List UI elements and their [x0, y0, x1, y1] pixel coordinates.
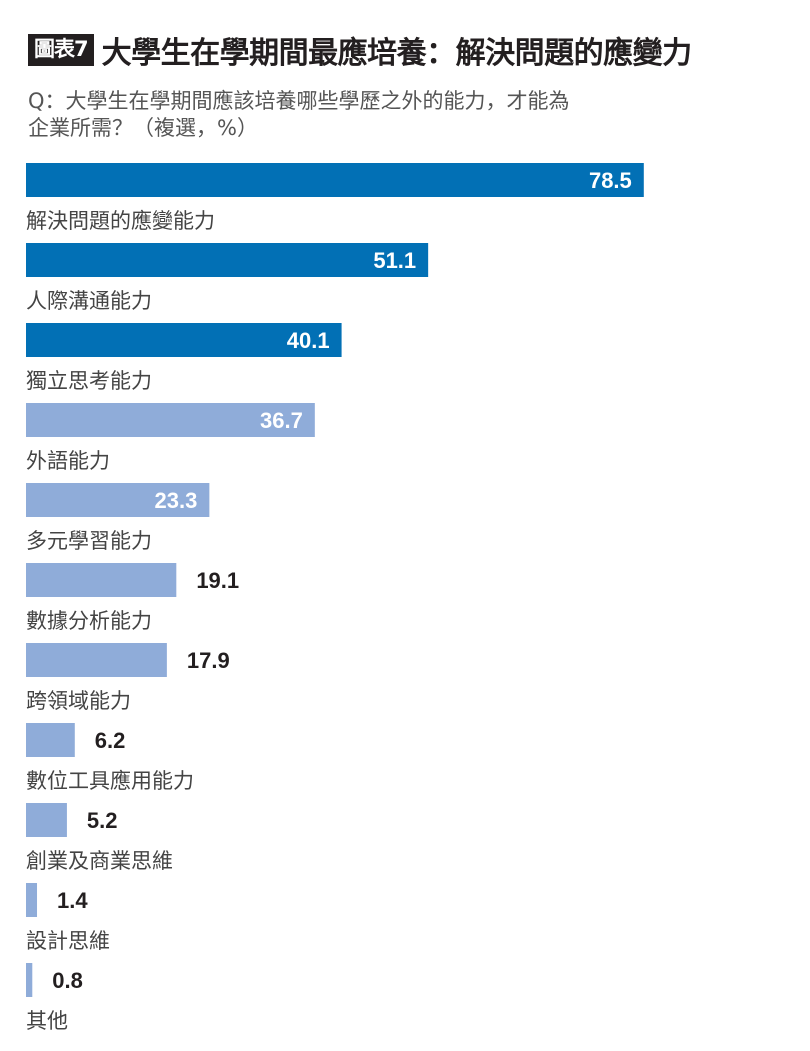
subtitle-line-1: Q：大學生在學期間應該培養哪些學歷之外的能力，才能為 — [28, 89, 570, 113]
bar — [26, 963, 33, 997]
category-label: 獨立思考能力 — [26, 369, 152, 393]
category-label: 跨領域能力 — [26, 689, 131, 713]
category-label: 設計思維 — [26, 929, 110, 953]
chart-title-row: 圖表7 大學生在學期間最應培養：解決問題的應變力 — [28, 30, 693, 71]
bar-value-label: 78.5 — [589, 168, 632, 193]
bar-value-label: 40.1 — [287, 328, 330, 353]
bar — [26, 243, 429, 277]
bar — [26, 803, 67, 837]
bar — [26, 643, 167, 677]
bar-value-label: 6.2 — [95, 728, 126, 753]
category-label: 多元學習能力 — [26, 529, 152, 553]
bar — [26, 403, 315, 437]
category-label: 其他 — [26, 1009, 68, 1033]
bar — [26, 883, 38, 917]
bar-value-label: 17.9 — [187, 648, 230, 673]
figure-number-badge: 圖表7 — [28, 34, 94, 66]
category-label: 人際溝通能力 — [26, 289, 152, 313]
bar-value-label: 51.1 — [373, 248, 416, 273]
bar-value-label: 19.1 — [196, 568, 239, 593]
bar-value-label: 0.8 — [52, 968, 83, 993]
bar — [26, 723, 75, 757]
category-label: 數據分析能力 — [26, 609, 152, 633]
category-label: 創業及商業思維 — [26, 849, 173, 873]
subtitle-line-2: 企業所需？（複選，%） — [28, 116, 258, 140]
bar-value-label: 23.3 — [155, 488, 198, 513]
category-label: 數位工具應用能力 — [26, 769, 194, 793]
bar — [26, 323, 342, 357]
category-label: 解決問題的應變能力 — [26, 209, 215, 233]
bar-value-label: 1.4 — [57, 888, 88, 913]
bar — [26, 163, 644, 197]
category-label: 外語能力 — [26, 449, 110, 473]
bar — [26, 563, 177, 597]
bar-value-label: 36.7 — [260, 408, 303, 433]
chart-title: 大學生在學期間最應培養：解決問題的應變力 — [101, 36, 693, 71]
bar-value-label: 5.2 — [87, 808, 118, 833]
bar — [26, 483, 210, 517]
chart-subtitle: Q：大學生在學期間應該培養哪些學歷之外的能力，才能為 企業所需？（複選，%） — [28, 88, 728, 142]
